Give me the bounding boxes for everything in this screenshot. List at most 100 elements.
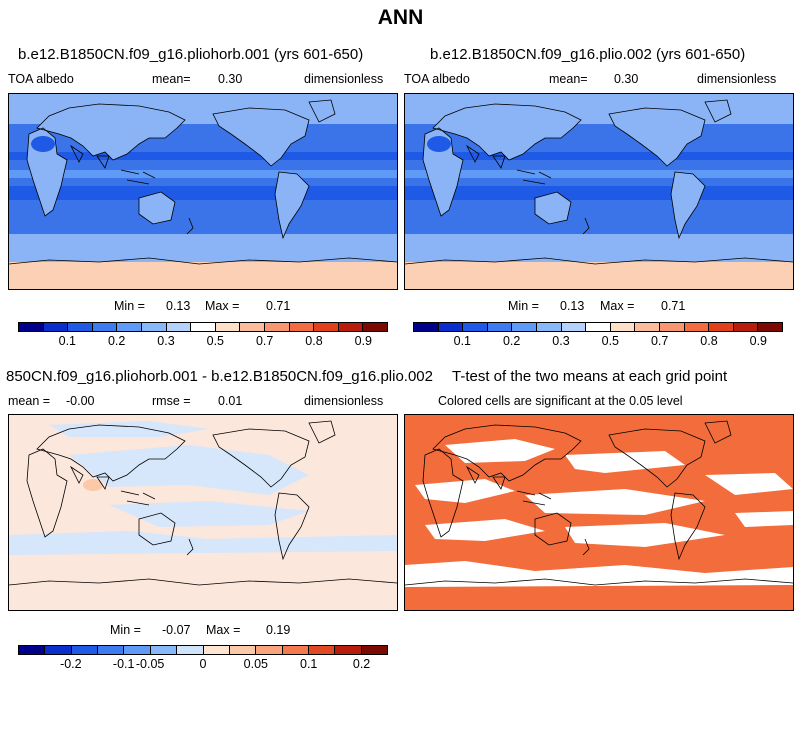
min-value-bottom-left: -0.07 [162,623,191,637]
colorbar-tick-label: 0.2 [107,334,126,348]
coastline [138,512,176,546]
coastline [36,103,186,161]
negative-anomaly [9,531,397,555]
colorbar-swatch [191,323,216,331]
colorbar-top-left [18,322,388,332]
colorbar-swatch [338,323,364,331]
colorbar-swatch [19,646,46,654]
coastline [582,217,590,235]
colorbar-swatch [117,323,142,331]
colorbar-swatch [487,323,513,331]
colorbar-swatch [150,646,178,654]
non-significant-cells [705,473,793,495]
rmse-value-bottom-left: 0.01 [218,394,243,408]
colorbar-swatch [512,323,537,331]
itcz-band [405,170,793,178]
desert-low-albedo [427,136,451,152]
panel-title-bottom-left: 850CN.f09_g16.pliohorb.001 - b.e12.B1850… [6,368,433,385]
colorbar-swatch [314,323,339,331]
coastline [405,257,793,265]
land-area [37,104,185,160]
positive-anomaly [83,479,103,491]
desert-low-albedo [31,136,55,152]
colorbar-tick-label: 0.1 [300,657,318,671]
coastline [516,169,552,185]
max-value-top-right: 0.71 [661,299,686,313]
max-label-top-right: Max = [600,299,635,313]
colorbar-swatch [684,323,710,331]
panel-title-top-left: b.e12.B1850CN.f09_g16.pliohorb.001 (yrs … [18,46,364,63]
coastline [534,191,572,225]
colorbar-bottom-left [18,645,388,655]
mean-label-bottom-left: mean = [8,394,51,408]
min-label-top-left: Min = [114,299,145,313]
colorbar-swatch [98,646,125,654]
colorbar-swatch [240,323,265,331]
units-bottom-left: dimensionless [304,394,384,408]
panel-title-bottom-right: T-test of the two means at each grid poi… [452,368,728,385]
mean-label-top-left: mean= [152,72,191,86]
colorbar-swatch [215,323,241,331]
variable-label-top-right: TOA albedo [404,72,470,86]
colorbar-tick-label: -0.1 [112,657,135,671]
colorbar-swatch [43,323,69,331]
rmse-label-bottom-left: rmse = [152,394,191,408]
panel-title-top-right: b.e12.B1850CN.f09_g16.plio.002 (yrs 601-… [430,46,746,63]
colorbar-tick-label: 0.7 [255,334,274,348]
coastline [274,492,310,561]
negative-anomaly [109,501,309,527]
itcz-band [9,170,397,178]
coastline [69,465,110,490]
min-label-top-right: Min = [508,299,539,313]
coastline [704,99,732,123]
non-significant-cells [565,523,725,547]
albedo-field-top-right [405,94,793,289]
antarctic-ice [405,262,793,289]
mean-value-top-left: 0.30 [218,72,243,86]
colorbar-swatch [19,323,44,331]
colorbar-swatch [124,646,151,654]
southern-ocean-band [9,234,397,264]
colorbar-tick-label: 0.7 [650,334,669,348]
coastline [26,448,68,538]
coastline [422,448,464,538]
colorbar-tick-label: 0.8 [700,334,718,348]
coastline [308,420,336,444]
subtropical-band [9,152,397,160]
coastline [120,169,156,185]
coastline [186,538,194,556]
land-area [535,192,571,224]
coastline [405,578,793,586]
mean-value-top-right: 0.30 [614,72,639,86]
units-top-left: dimensionless [304,72,384,86]
colorbar-swatch [289,323,315,331]
figure-title: ANN [377,6,424,29]
max-value-top-left: 0.71 [266,299,291,313]
min-label-bottom-left: Min = [110,623,141,637]
non-significant-cells [565,451,685,473]
colorbar-swatch [71,646,99,654]
max-label-bottom-left: Max = [206,623,241,637]
southern-ocean-band [405,234,793,264]
units-top-right: dimensionless [697,72,777,86]
colorbar-swatch [561,323,587,331]
colorbar-tick-label: 0.5 [206,334,225,348]
variable-label-top-left: TOA albedo [8,72,74,86]
colorbar-swatch [335,646,362,654]
colorbar-tick-label: 0.5 [601,334,620,348]
colorbar-swatch [363,323,387,331]
colorbar-tick-label: 0.2 [502,334,521,348]
land-area [705,100,731,122]
colorbar-tick-label: 0.9 [354,334,373,348]
coastline [422,127,464,217]
coastline [670,492,706,561]
coastline [69,144,110,169]
land-area [609,108,705,166]
coastline [582,538,590,556]
coastline [138,191,176,225]
colorbar-tick-label: -0.2 [60,657,82,671]
land-area [433,104,581,160]
land-area [309,100,335,122]
colorbar-swatch [229,646,257,654]
coastline [120,490,156,506]
